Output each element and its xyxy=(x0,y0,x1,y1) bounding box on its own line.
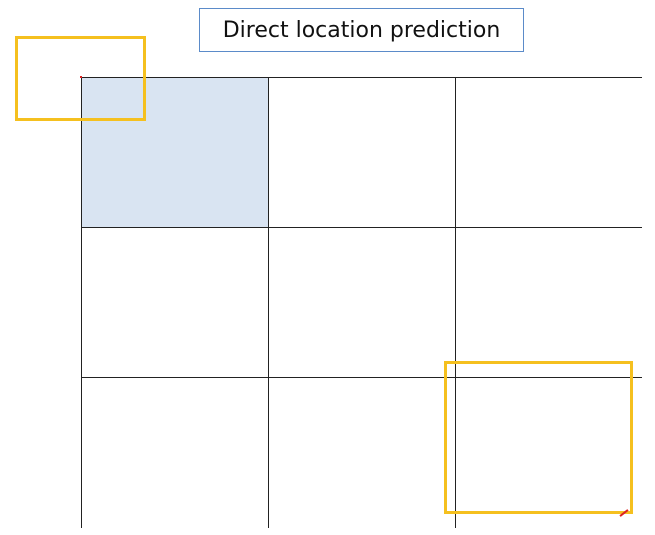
bounding-box-top-left xyxy=(15,36,146,121)
title-box: Direct location prediction xyxy=(199,8,524,52)
grid-cell-0-2 xyxy=(455,77,642,227)
grid-cell-2-1 xyxy=(268,377,455,528)
grid-cell-1-0 xyxy=(81,227,268,377)
bounding-box-bottom-right xyxy=(444,361,633,514)
grid-cell-0-1 xyxy=(268,77,455,227)
grid-cell-2-0 xyxy=(81,377,268,528)
grid-cell-2-2 xyxy=(455,377,642,528)
grid-cell-1-1 xyxy=(268,227,455,377)
corner-marker-top-left xyxy=(80,76,82,78)
grid xyxy=(81,77,642,528)
grid-cell-0-0 xyxy=(81,77,268,227)
grid-cell-1-2 xyxy=(455,227,642,377)
diagram-title: Direct location prediction xyxy=(222,17,501,43)
